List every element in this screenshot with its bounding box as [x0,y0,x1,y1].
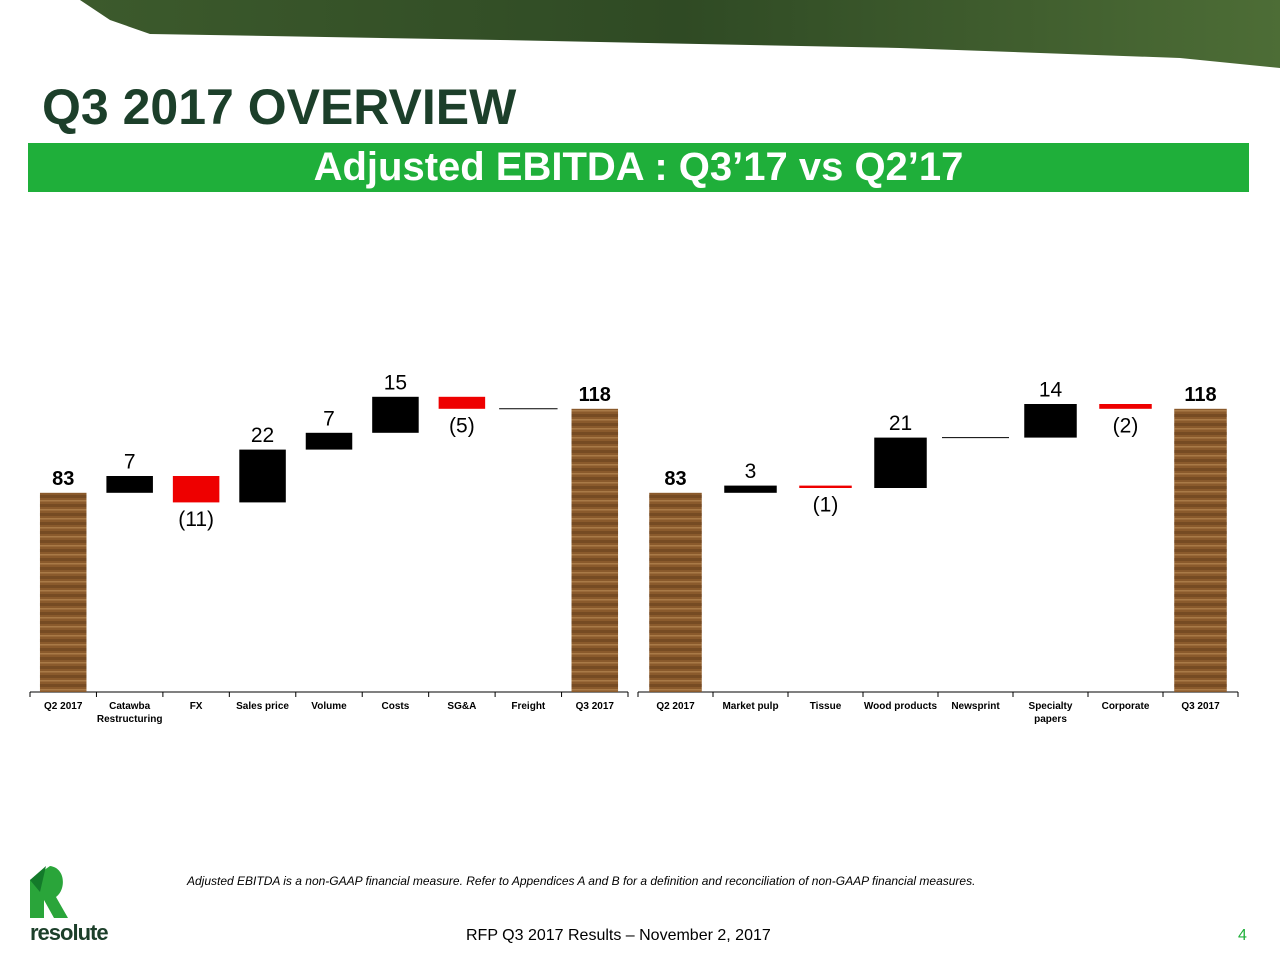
logo-mark [30,866,68,918]
value-label: 7 [323,407,335,430]
logo-text: resolute [30,920,109,945]
x-tick-label: Q3 2017 [575,701,614,712]
bar [305,432,353,450]
bar [799,485,852,488]
x-tick-label: Newsprint [951,701,1000,712]
forest-banner [80,0,1280,68]
value-label: 83 [52,468,74,490]
bar [438,396,486,409]
value-label: 118 [579,384,611,406]
value-label: (1) [813,494,839,517]
value-label: 83 [664,468,686,490]
bar-texture [571,408,619,692]
subtitle-band [28,143,1249,192]
bar [239,449,286,503]
slide-subtitle: Adjusted EBITDA : Q3’17 vs Q2’17 [313,145,964,189]
bar [172,476,220,503]
bar [1024,404,1077,438]
x-tick-label: FX [189,701,203,712]
bar-texture [1174,408,1227,692]
x-tick-label: Market pulp [722,701,779,712]
x-tick-label: Sales price [236,701,289,712]
bar-texture [39,492,87,692]
footnote: Adjusted EBITDA is a non-GAAP financial … [187,874,976,888]
slide-title: Q3 2017 OVERVIEW [42,79,517,135]
logo-mark-shade [30,866,46,892]
value-label: 118 [1184,384,1216,406]
x-tick-label: SG&A [447,701,477,712]
value-label: 22 [251,424,274,447]
x-tick-label: Volume [311,701,347,712]
value-label: 14 [1039,379,1063,402]
bar [372,396,419,433]
x-tick-label: Tissue [809,701,842,712]
bar [724,485,777,493]
x-tick-label: Q2 2017 [656,701,695,712]
value-label: 15 [384,371,407,394]
x-tick-label: Q2 2017 [44,701,83,712]
x-tick-label: Costs [381,701,410,712]
bar [1099,404,1152,409]
bar [106,476,153,493]
value-label: 3 [745,460,757,483]
value-label: (2) [1113,414,1139,437]
x-tick-label: Q3 2017 [1181,701,1220,712]
value-label: (5) [449,414,475,437]
x-tick-label: Specialty papers [1028,701,1073,725]
x-tick-label: Wood products [863,701,938,712]
page-number: 4 [1238,927,1247,944]
x-tick-label: Corporate [1101,701,1150,712]
value-label: 21 [889,412,912,435]
x-tick-label: Freight [511,701,546,712]
x-tick-label: Catawba Restructuring [96,701,163,725]
value-label: 7 [124,451,136,474]
footer-source: RFP Q3 2017 Results – November 2, 2017 [466,927,771,944]
bar-texture [649,492,702,692]
bar [874,437,927,488]
value-label: (11) [178,508,214,531]
